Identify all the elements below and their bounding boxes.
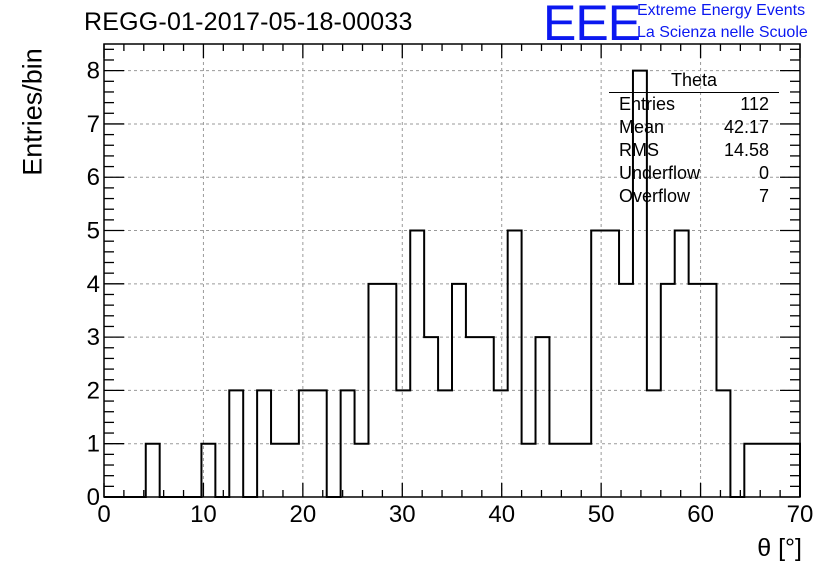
stats-value: 42.17 bbox=[723, 117, 769, 137]
stats-value: 7 bbox=[758, 186, 769, 206]
stats-value: 112 bbox=[740, 94, 769, 114]
stats-label: RMS bbox=[619, 140, 659, 160]
axis-ticks bbox=[103, 44, 801, 498]
stats-row: Entries 112 bbox=[611, 93, 777, 116]
x-tick-label: 60 bbox=[687, 501, 714, 528]
y-tick-label: 2 bbox=[87, 377, 100, 404]
plot-title: REGG-01-2017-05-18-00033 bbox=[84, 8, 413, 36]
eee-logo: EEE bbox=[543, 0, 641, 51]
x-tick-label: 20 bbox=[290, 501, 317, 528]
y-tick-label: 0 bbox=[87, 484, 100, 511]
y-tick-labels: 0 1 2 3 4 5 6 7 8 bbox=[87, 58, 100, 511]
y-tick-label: 7 bbox=[87, 111, 100, 138]
logo-text-line1: Extreme Energy Events bbox=[637, 2, 806, 19]
x-tick-label: 70 bbox=[787, 501, 814, 528]
y-tick-label: 6 bbox=[87, 164, 100, 191]
logo-text-line2: La Scienza nelle Scuole bbox=[637, 24, 808, 41]
x-tick-labels: 0 10 20 30 40 50 60 70 bbox=[97, 501, 813, 528]
x-tick-label: 50 bbox=[588, 501, 615, 528]
x-tick-label: 0 bbox=[97, 501, 110, 528]
y-tick-label: 3 bbox=[87, 324, 100, 351]
stats-label: Mean bbox=[619, 117, 665, 137]
stats-value: 0 bbox=[758, 163, 769, 183]
stats-row: RMS 14.58 bbox=[611, 139, 777, 162]
histogram-step-line bbox=[104, 69, 801, 498]
y-tick-label: 5 bbox=[87, 218, 100, 245]
y-axis-label: Entries/bin bbox=[17, 48, 48, 176]
x-axis-label: θ [°] bbox=[757, 534, 802, 562]
stats-box: Theta Entries 112 Mean 42.17 RMS 14.58 U… bbox=[609, 70, 779, 208]
y-tick-label: 8 bbox=[87, 58, 100, 85]
y-tick-label: 1 bbox=[87, 431, 100, 458]
plot-frame bbox=[103, 43, 801, 498]
stats-row: Mean 42.17 bbox=[611, 116, 777, 139]
stats-label: Entries bbox=[619, 94, 676, 114]
x-tick-label: 30 bbox=[389, 501, 416, 528]
stats-value: 14.58 bbox=[723, 140, 769, 160]
stats-row: Underflow 0 bbox=[611, 162, 777, 185]
stats-label: Overflow bbox=[619, 186, 691, 206]
stats-row: Overflow 7 bbox=[611, 185, 777, 208]
x-tick-label: 10 bbox=[190, 501, 217, 528]
stats-title: Theta bbox=[609, 70, 779, 93]
x-tick-label: 40 bbox=[488, 501, 515, 528]
stats-label: Underflow bbox=[619, 163, 701, 183]
y-tick-label: 4 bbox=[87, 271, 100, 298]
